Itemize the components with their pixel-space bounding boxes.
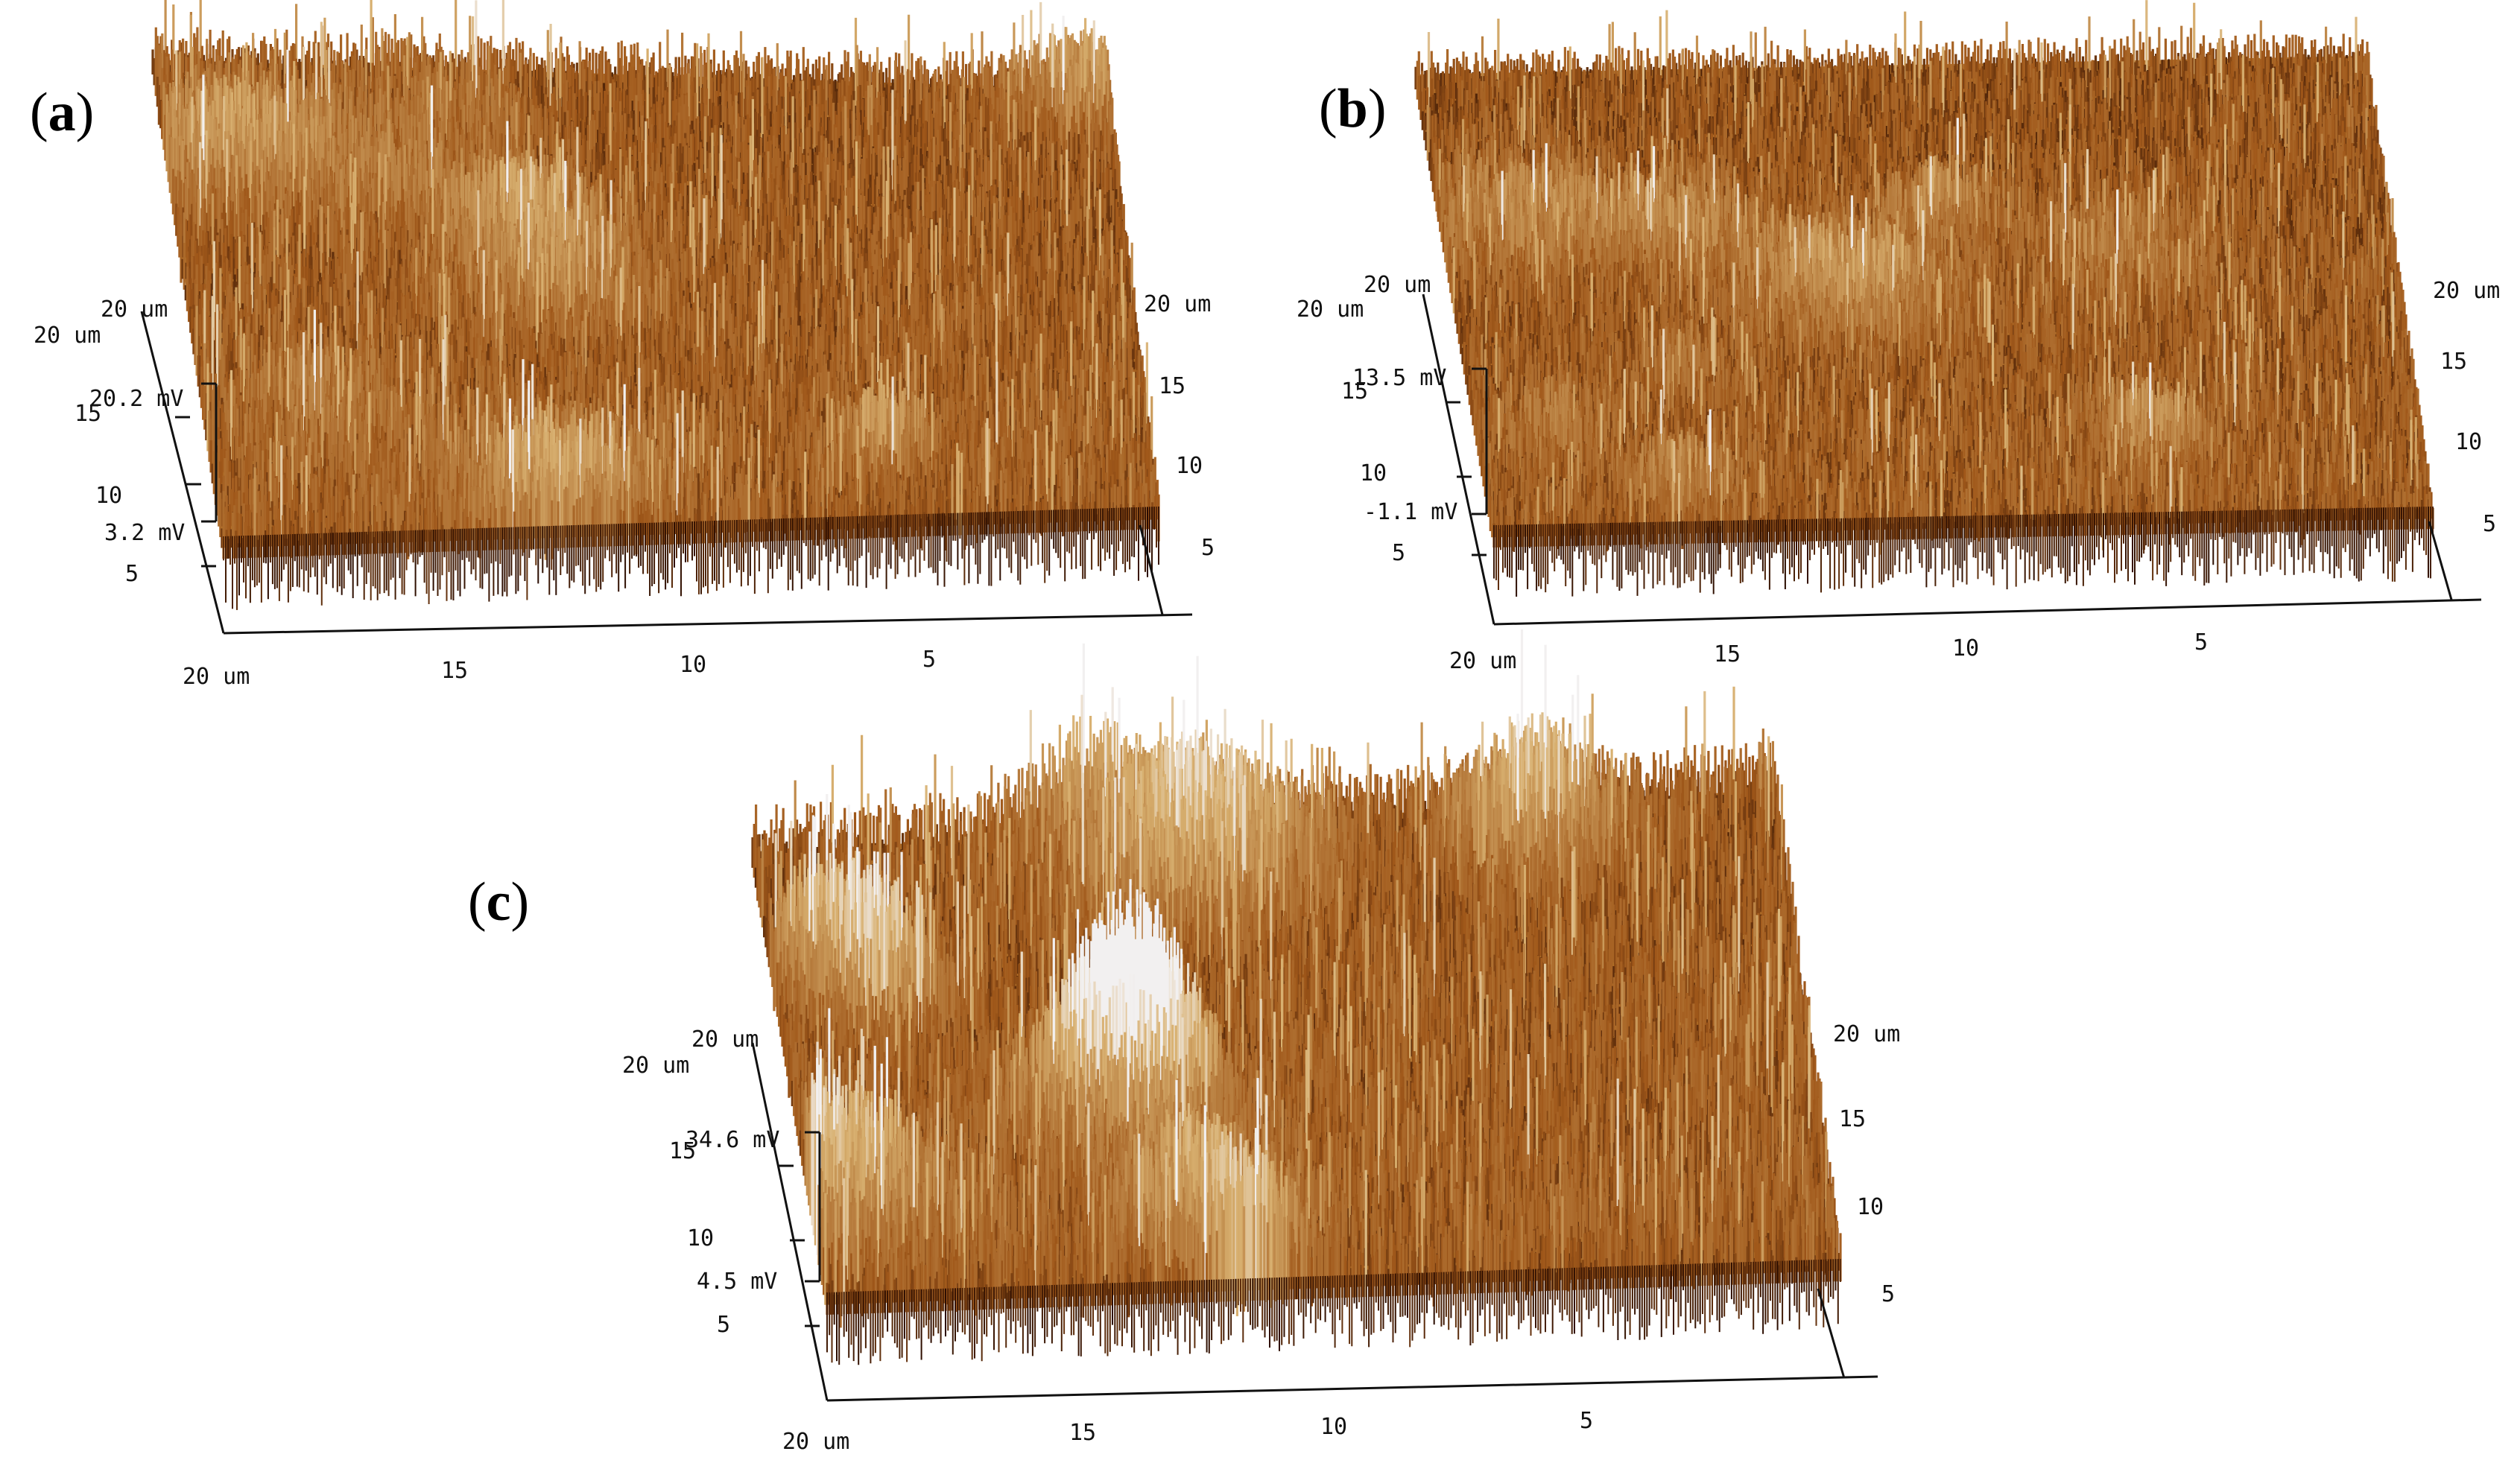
panel-label-a: (a) xyxy=(30,82,94,143)
afm-panel-a: (a) 20 um 20 um 20.2 mV 3.2 mV 15 10 5 2… xyxy=(30,0,1215,690)
surface-a xyxy=(153,0,1159,610)
